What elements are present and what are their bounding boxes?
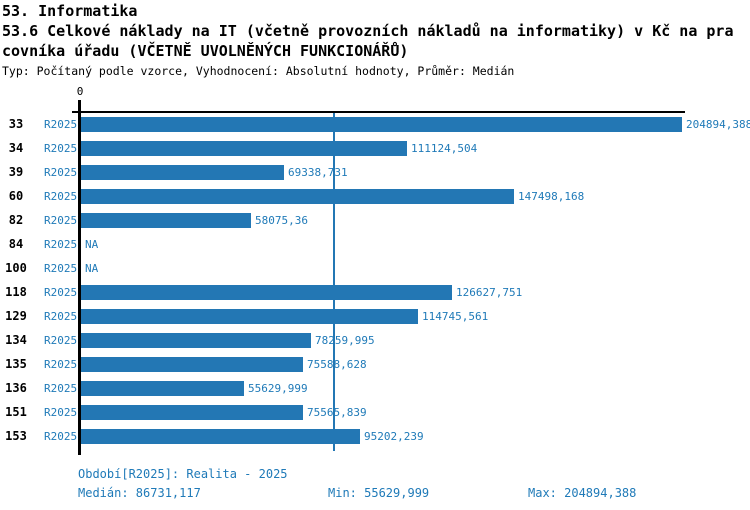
bar-value-label: 75588,628 <box>307 358 367 371</box>
bar-value-label: NA <box>85 262 99 275</box>
row-id-label: 135 <box>5 357 27 371</box>
report-header: 53. Informatika 53.6 Celkové náklady na … <box>2 1 748 78</box>
bar-value-label: 69338,731 <box>288 166 348 179</box>
row-period-label: R2025 <box>44 358 78 371</box>
value-bar <box>81 309 418 324</box>
row-id-label: 136 <box>5 381 27 395</box>
max-stat: Max: 204894,388 <box>528 486 637 500</box>
value-bar <box>81 405 303 420</box>
row-id-label: 33 <box>8 117 24 131</box>
bar-value-label: 75565,839 <box>307 406 367 419</box>
value-bar <box>81 213 251 228</box>
row-period-label: R2025 <box>44 118 78 131</box>
row-period-label: R2025 <box>44 142 78 155</box>
row-id-label: 129 <box>5 309 27 323</box>
row-period-label: R2025 <box>44 334 78 347</box>
row-period-label: R2025 <box>44 166 78 179</box>
indicator-meta: Typ: Počítaný podle vzorce, Vyhodnocení:… <box>2 64 515 78</box>
bar-value-label: 204894,388 <box>686 118 750 131</box>
indicator-title-line2: covníka úřadu (VČETNĚ UVOLNĚNÝCH FUNKCIO… <box>2 42 409 60</box>
bar-value-label: NA <box>85 238 99 251</box>
bar-value-label: 126627,751 <box>456 286 523 299</box>
table-row: 60 R2025 147498,168 <box>0 189 750 204</box>
row-id-label: 84 <box>8 237 24 251</box>
indicator-title-line1: 53.6 Celkové náklady na IT (včetně provo… <box>2 22 734 40</box>
bar-value-label: 78259,995 <box>315 334 375 347</box>
value-bar <box>81 117 682 132</box>
table-row: 82 R2025 58075,36 <box>0 213 750 228</box>
row-id-label: 151 <box>5 405 27 419</box>
row-id-label: 34 <box>8 141 24 155</box>
table-row: 100 R2025 NA <box>0 261 750 276</box>
value-bar <box>81 381 244 396</box>
table-row: 118 R2025 126627,751 <box>0 285 750 300</box>
bar-value-label: 55629,999 <box>248 382 308 395</box>
y-axis-line <box>78 100 81 455</box>
table-row: 84 R2025 NA <box>0 237 750 252</box>
row-period-label: R2025 <box>44 430 78 443</box>
value-bar <box>81 357 303 372</box>
value-bar <box>81 165 284 180</box>
x-axis-line <box>72 111 685 113</box>
table-row: 153 R2025 95202,239 <box>0 429 750 444</box>
row-id-label: 100 <box>5 261 27 275</box>
value-bar <box>81 141 407 156</box>
min-stat: Min: 55629,999 <box>328 486 430 500</box>
period-legend: Období[R2025]: Realita - 2025 <box>78 467 288 481</box>
bar-value-label: 147498,168 <box>518 190 585 203</box>
row-id-label: 60 <box>8 189 24 203</box>
bar-value-label: 111124,504 <box>411 142 478 155</box>
median-stat: Medián: 86731,117 <box>78 486 201 500</box>
median-reference-line <box>333 113 335 451</box>
row-period-label: R2025 <box>44 310 78 323</box>
row-id-label: 118 <box>5 285 27 299</box>
value-bar <box>81 429 360 444</box>
table-row: 136 R2025 55629,999 <box>0 381 750 396</box>
row-period-label: R2025 <box>44 406 78 419</box>
table-row: 151 R2025 75565,839 <box>0 405 750 420</box>
bar-value-label: 95202,239 <box>364 430 424 443</box>
row-period-label: R2025 <box>44 262 78 275</box>
row-period-label: R2025 <box>44 214 78 227</box>
bar-value-label: 58075,36 <box>255 214 308 227</box>
table-row: 39 R2025 69338,731 <box>0 165 750 180</box>
value-bar <box>81 189 514 204</box>
table-row: 134 R2025 78259,995 <box>0 333 750 348</box>
row-id-label: 134 <box>5 333 27 347</box>
row-id-label: 82 <box>8 213 24 227</box>
table-row: 135 R2025 75588,628 <box>0 357 750 372</box>
section-title: 53. Informatika <box>2 2 138 20</box>
row-id-label: 153 <box>5 429 27 443</box>
bar-value-label: 114745,561 <box>422 310 489 323</box>
row-period-label: R2025 <box>44 238 78 251</box>
value-bar <box>81 285 452 300</box>
row-period-label: R2025 <box>44 382 78 395</box>
table-row: 34 R2025 111124,504 <box>0 141 750 156</box>
table-row: 129 R2025 114745,561 <box>0 309 750 324</box>
table-row: 33 R2025 204894,388 <box>0 117 750 132</box>
value-bar <box>81 333 311 348</box>
row-period-label: R2025 <box>44 286 78 299</box>
row-period-label: R2025 <box>44 190 78 203</box>
x-axis-zero-tick-label: 0 <box>76 85 84 98</box>
row-id-label: 39 <box>8 165 24 179</box>
